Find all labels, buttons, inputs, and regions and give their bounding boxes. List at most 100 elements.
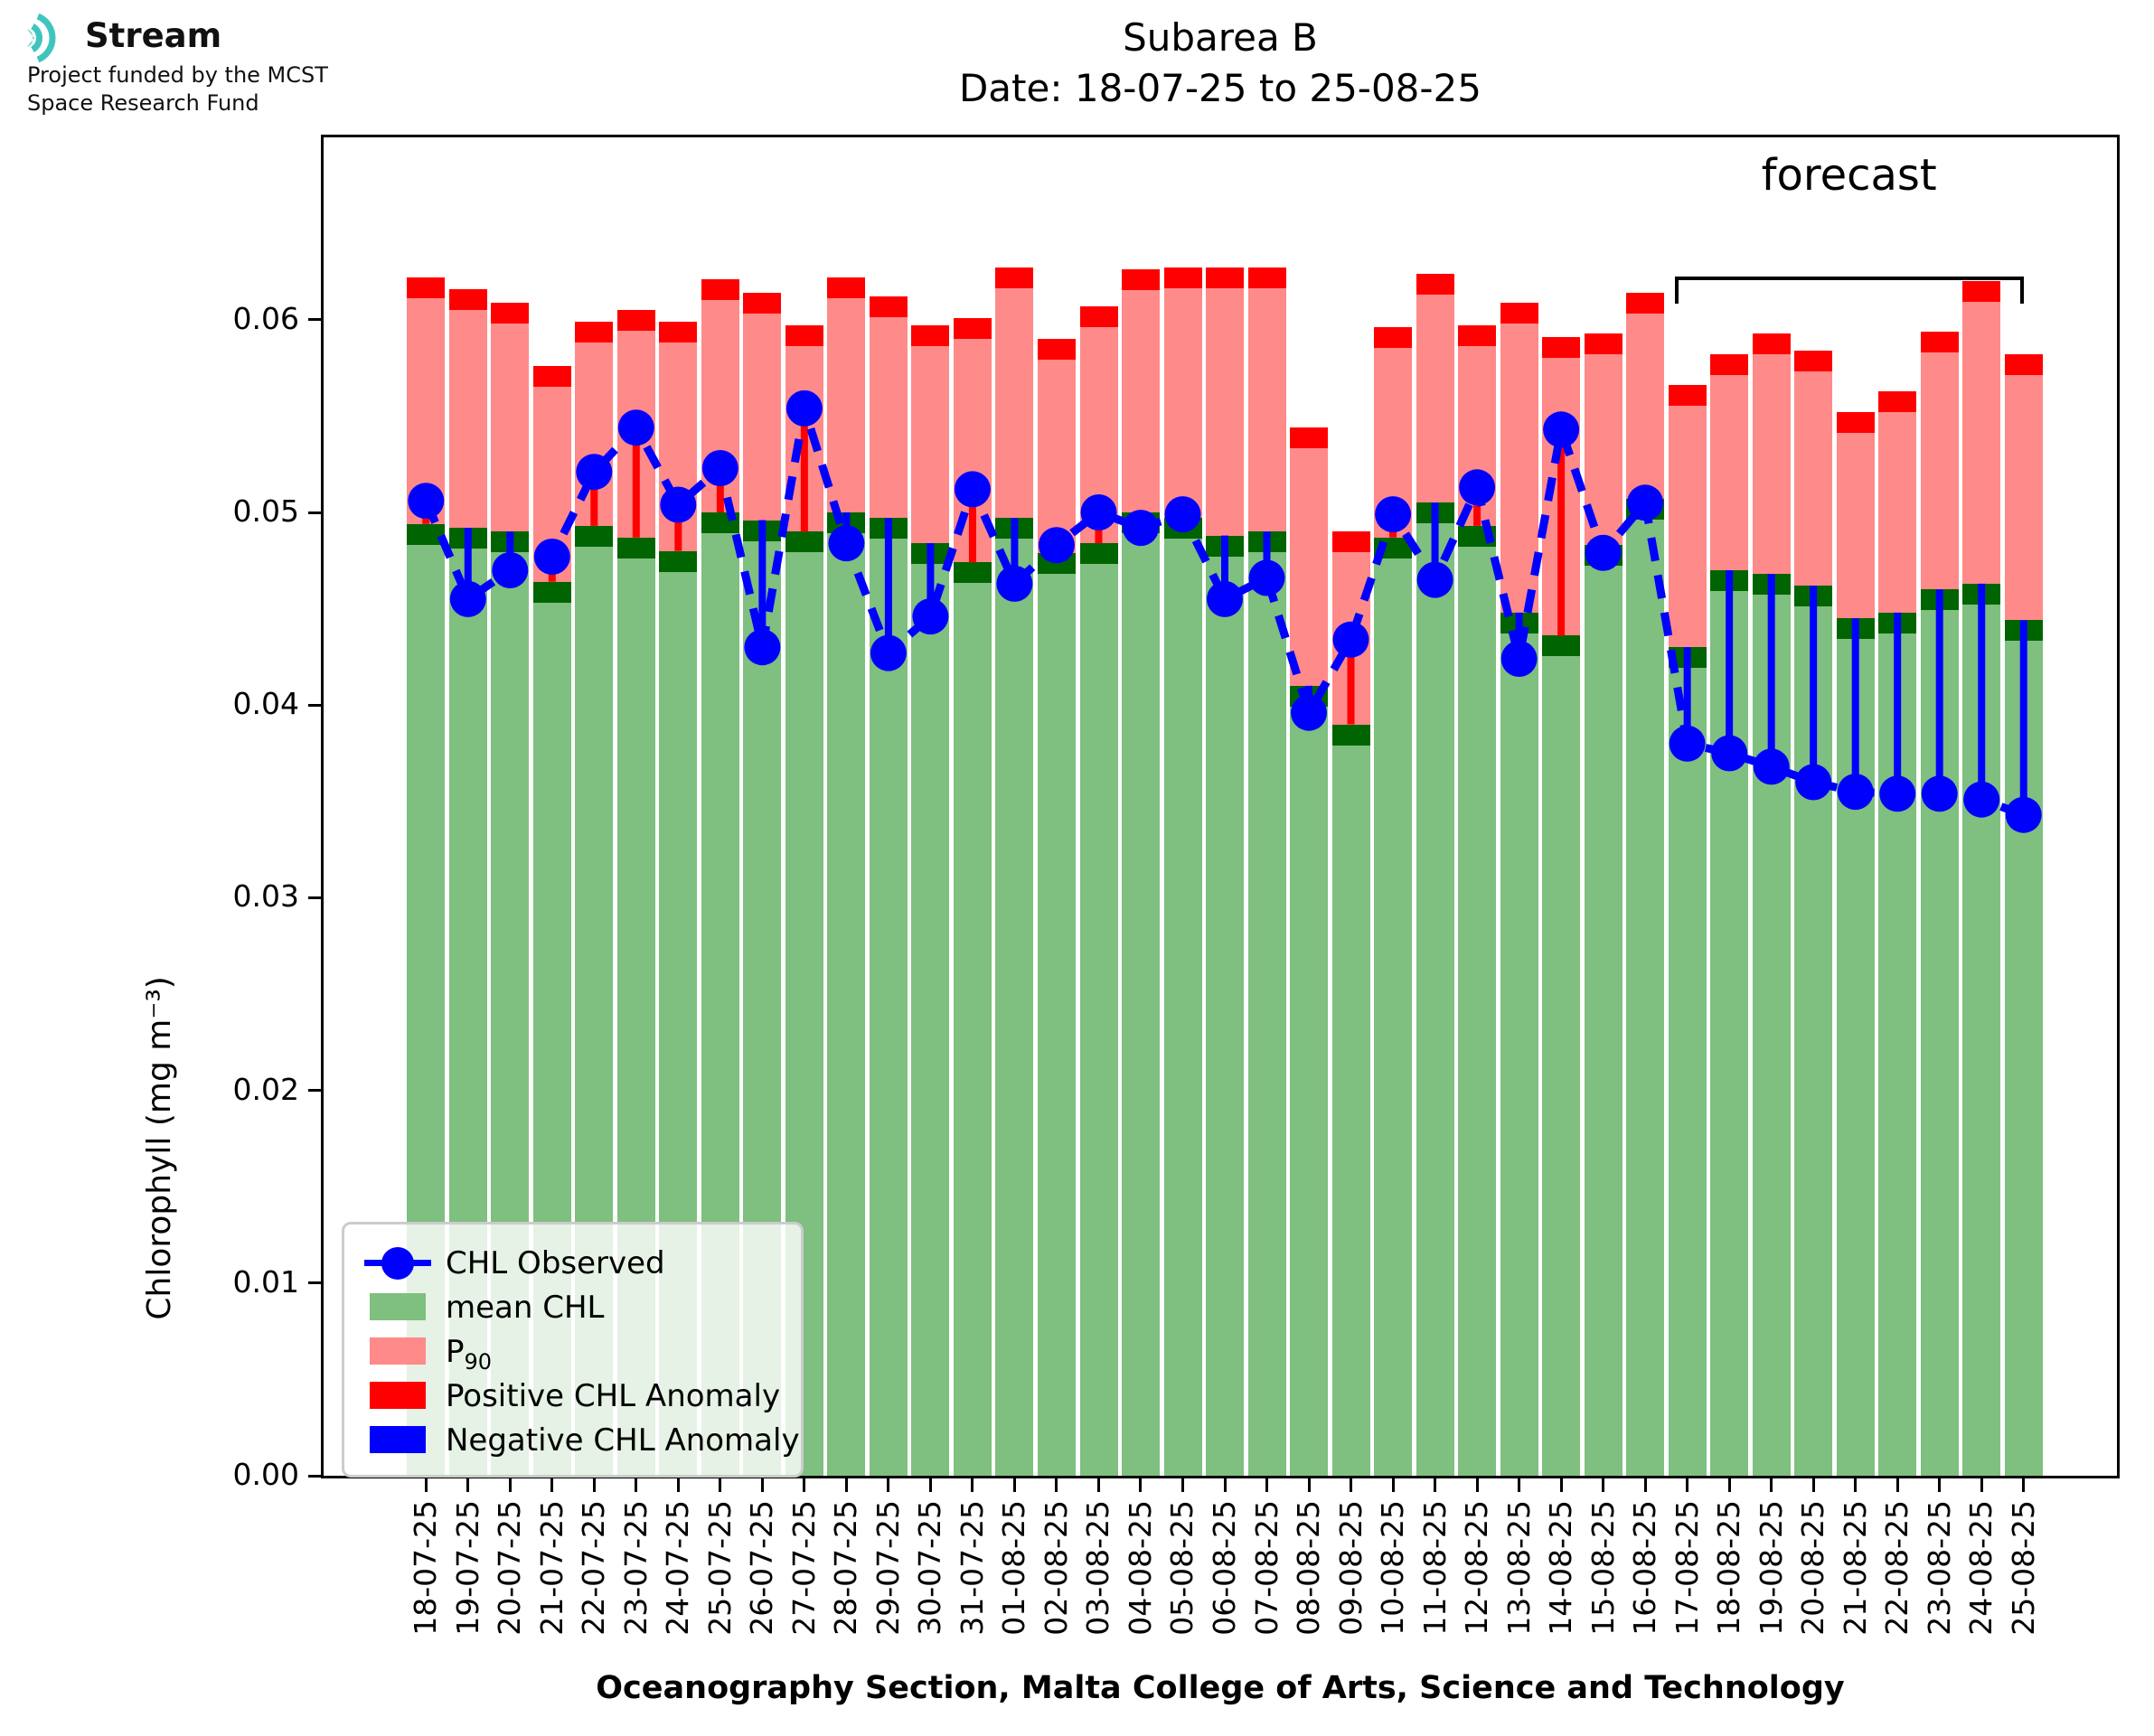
x-tick-label-30-07-25: 30-07-25 [912, 1500, 948, 1636]
x-tick-mark-18-08-25 [1727, 1478, 1731, 1492]
mean-bar [1668, 668, 1707, 1477]
observed-dot-01-08-25 [996, 565, 1033, 602]
observed-dot-02-08-25 [1038, 527, 1075, 564]
y-tick-label-0.01: 0.01 [232, 1263, 299, 1300]
p90-bar [2004, 375, 2043, 621]
x-tick-label-04-08-25: 04-08-25 [1122, 1500, 1158, 1636]
x-tick-mark-28-07-25 [844, 1478, 848, 1492]
mean-bar [1626, 520, 1665, 1476]
p90-cap [1206, 267, 1244, 289]
mean-bar [1163, 539, 1202, 1476]
x-tick-mark-19-07-25 [466, 1478, 470, 1492]
observed-dot-20-08-25 [1795, 764, 1832, 801]
x-tick-label-24-07-25: 24-07-25 [660, 1500, 696, 1636]
p90-bar [1710, 375, 1749, 570]
y-tick-mark-0.00 [308, 1474, 321, 1478]
p90-cap [575, 321, 614, 343]
observed-dot-06-08-25 [1207, 580, 1243, 617]
x-tick-label-21-08-25: 21-08-25 [1837, 1500, 1873, 1636]
x-tick-mark-15-08-25 [1602, 1478, 1605, 1492]
x-tick-mark-03-08-25 [1096, 1478, 1100, 1492]
observed-dot-05-08-25 [1164, 496, 1201, 533]
x-tick-mark-02-08-25 [1055, 1478, 1058, 1492]
observed-dot-19-08-25 [1753, 748, 1790, 785]
p90-cap [1290, 427, 1328, 449]
mean-bar [869, 539, 908, 1476]
observed-dot-23-08-25 [1921, 775, 1958, 812]
p90-cap [1500, 302, 1538, 324]
x-tick-label-06-08-25: 06-08-25 [1207, 1500, 1242, 1636]
legend-item-pos-anomaly: Positive CHL Anomaly [344, 1374, 801, 1418]
x-tick-mark-12-08-25 [1475, 1478, 1479, 1492]
observed-dot-11-08-25 [1416, 561, 1453, 598]
y-tick-label-0.05: 0.05 [232, 493, 299, 529]
x-tick-mark-01-08-25 [1012, 1478, 1016, 1492]
p90-cap [1163, 267, 1202, 289]
observed-dot-03-08-25 [1080, 494, 1117, 530]
p90-bar [1626, 313, 1665, 500]
x-tick-label-05-08-25: 05-08-25 [1164, 1500, 1200, 1636]
p90-bar [1794, 371, 1833, 586]
chart-title: Subarea B Date: 18-07-25 to 25-08-25 [324, 13, 2117, 114]
y-tick-mark-0.06 [308, 318, 321, 322]
observed-dot-28-07-25 [828, 525, 865, 562]
p90-cap [491, 302, 530, 324]
x-tick-mark-06-08-25 [1223, 1478, 1227, 1492]
p90-cap [911, 325, 950, 347]
x-tick-label-18-07-25: 18-07-25 [408, 1500, 444, 1636]
x-tick-mark-25-07-25 [719, 1478, 722, 1492]
x-tick-mark-20-08-25 [1811, 1478, 1815, 1492]
p90-bar [1752, 353, 1791, 575]
x-tick-mark-05-08-25 [1180, 1478, 1184, 1492]
x-tick-label-31-07-25: 31-07-25 [954, 1500, 990, 1636]
observed-dot-25-07-25 [701, 450, 738, 486]
p90-bar [1290, 448, 1328, 686]
title-line-subarea: Subarea B [1123, 15, 1318, 60]
legend-swatch-mean [370, 1293, 426, 1320]
p90-cap [1037, 339, 1076, 361]
plot-area: forecast CHL Observed mean CHL P90 Positive… [321, 135, 2120, 1478]
p90-bar [448, 309, 487, 529]
observed-dot-26-07-25 [744, 629, 781, 666]
p90-cap [1247, 267, 1286, 289]
mean-bar [1458, 546, 1497, 1477]
observed-dot-14-08-25 [1543, 411, 1580, 448]
x-tick-mark-30-07-25 [928, 1478, 932, 1492]
funding-line1: Project funded by the MCST [27, 62, 328, 88]
p90-cap [1584, 333, 1623, 354]
x-tick-mark-08-08-25 [1307, 1478, 1311, 1492]
x-tick-label-08-08-25: 08-08-25 [1291, 1500, 1327, 1636]
mean-bar [1079, 564, 1118, 1476]
observed-dot-13-08-25 [1500, 641, 1538, 677]
mean-bar [1374, 558, 1413, 1476]
mean-cap [953, 562, 992, 584]
observed-dot-18-08-25 [1711, 735, 1748, 772]
x-tick-label-02-08-25: 02-08-25 [1038, 1500, 1074, 1636]
x-tick-label-13-08-25: 13-08-25 [1500, 1500, 1537, 1636]
mean-bar [1542, 656, 1581, 1477]
x-tick-label-26-07-25: 26-07-25 [744, 1500, 780, 1636]
x-tick-mark-24-07-25 [676, 1478, 680, 1492]
forecast-bracket-right-tick [2019, 277, 2024, 304]
x-tick-label-20-07-25: 20-07-25 [492, 1500, 528, 1636]
x-tick-label-18-08-25: 18-08-25 [1711, 1500, 1747, 1636]
x-tick-label-23-08-25: 23-08-25 [1921, 1500, 1957, 1636]
p90-cap [743, 292, 782, 314]
p90-cap [1920, 331, 1959, 352]
x-tick-mark-11-08-25 [1434, 1478, 1437, 1492]
mean-cap [616, 537, 655, 558]
x-tick-mark-22-07-25 [592, 1478, 596, 1492]
p90-bar [1962, 302, 2001, 584]
p90-bar [1122, 290, 1160, 512]
x-tick-mark-20-07-25 [508, 1478, 512, 1492]
y-tick-label-0.00: 0.00 [232, 1457, 299, 1492]
p90-cap [995, 267, 1034, 289]
p90-bar [827, 297, 866, 512]
p90-cap [659, 321, 698, 343]
x-tick-mark-14-08-25 [1559, 1478, 1563, 1492]
x-tick-label-12-08-25: 12-08-25 [1459, 1500, 1495, 1636]
legend-swatch-p90 [370, 1337, 426, 1365]
mean-cap [1079, 543, 1118, 565]
x-tick-label-19-07-25: 19-07-25 [449, 1500, 485, 1636]
